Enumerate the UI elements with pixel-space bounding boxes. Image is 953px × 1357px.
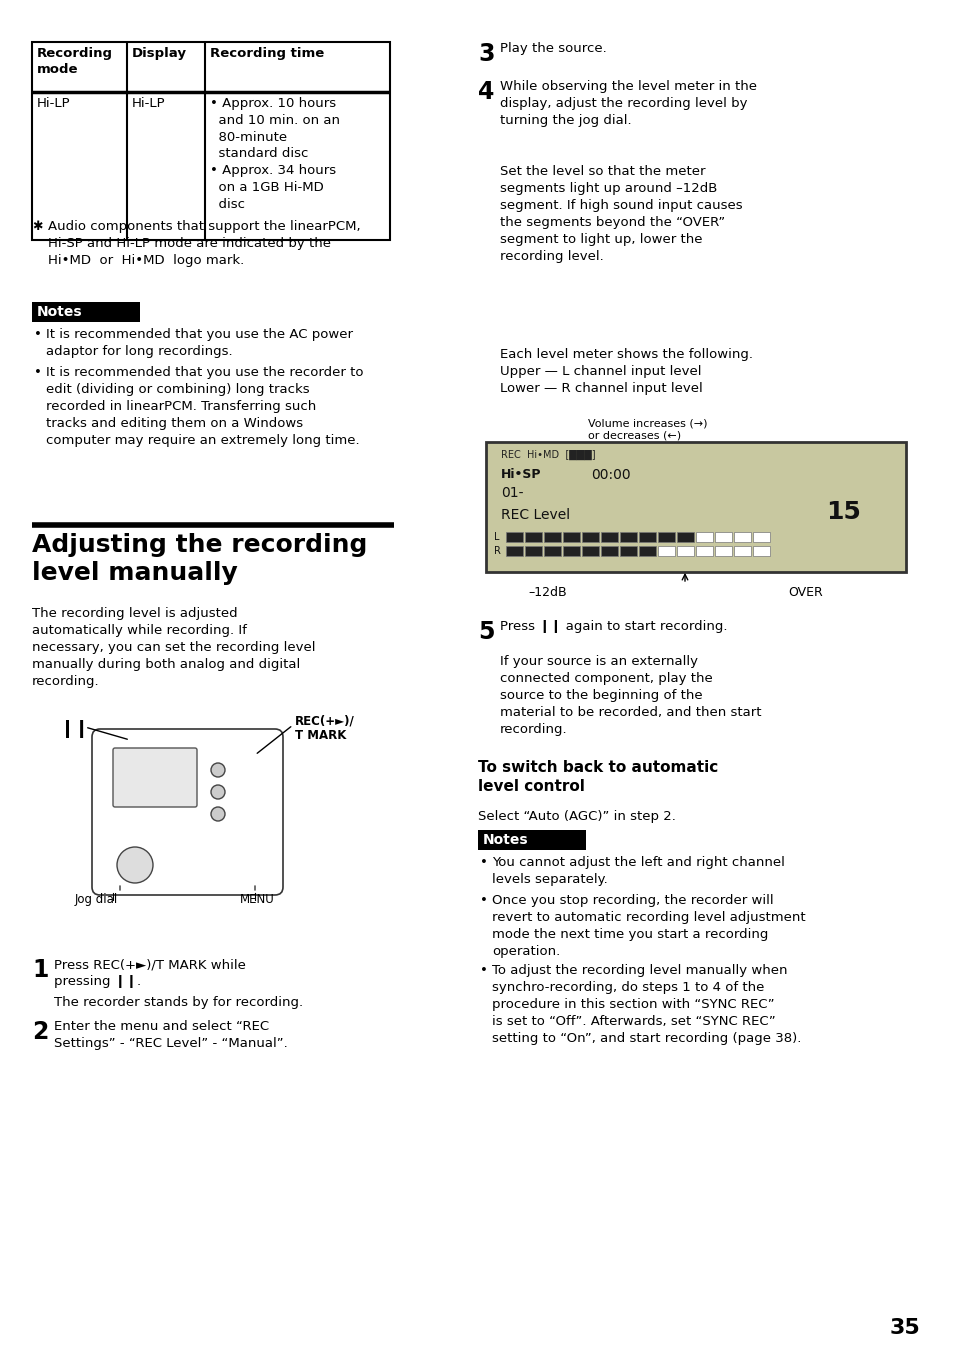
- Bar: [752, 546, 769, 556]
- Bar: [581, 546, 598, 556]
- Bar: [477, 830, 585, 849]
- Circle shape: [211, 807, 225, 821]
- Text: Notes: Notes: [482, 833, 528, 847]
- Bar: [543, 532, 560, 541]
- Text: Set the level so that the meter
segments light up around –12dB
segment. If high : Set the level so that the meter segments…: [499, 166, 741, 263]
- Text: REC Level: REC Level: [500, 508, 570, 522]
- Text: or decreases (←): or decreases (←): [587, 430, 680, 440]
- Text: The recording level is adjusted
automatically while recording. If
necessary, you: The recording level is adjusted automati…: [32, 607, 315, 688]
- Bar: [696, 532, 712, 541]
- Bar: [32, 42, 390, 240]
- Bar: [733, 532, 750, 541]
- Text: •: •: [479, 963, 487, 977]
- Text: 1: 1: [32, 958, 49, 982]
- Bar: [524, 546, 541, 556]
- Bar: [752, 532, 769, 541]
- Text: Play the source.: Play the source.: [499, 42, 606, 56]
- Text: REC  Hi•MD  [███]: REC Hi•MD [███]: [500, 451, 595, 460]
- Text: To adjust the recording level manually when
synchro-recording, do steps 1 to 4 o: To adjust the recording level manually w…: [492, 963, 801, 1045]
- FancyBboxPatch shape: [91, 729, 283, 896]
- Text: Hi-LP: Hi-LP: [37, 96, 71, 110]
- Bar: [677, 546, 693, 556]
- Text: Press ❙❙ again to start recording.: Press ❙❙ again to start recording.: [499, 620, 727, 632]
- Bar: [639, 532, 656, 541]
- Text: •: •: [34, 328, 42, 341]
- Text: Audio components that support the linearPCM,
Hi-SP and Hi-LP mode are indicated : Audio components that support the linear…: [48, 220, 360, 267]
- Bar: [619, 532, 637, 541]
- Text: REC(+►)/: REC(+►)/: [294, 715, 355, 727]
- Circle shape: [211, 763, 225, 778]
- Bar: [714, 532, 731, 541]
- Text: Jog dial: Jog dial: [75, 893, 118, 906]
- Bar: [658, 546, 675, 556]
- Bar: [639, 546, 656, 556]
- Text: Press REC(+►)/T MARK while
pressing ❙❙.: Press REC(+►)/T MARK while pressing ❙❙.: [54, 958, 246, 988]
- Circle shape: [117, 847, 152, 883]
- Text: Enter the menu and select “REC
Settings” - “REC Level” - “Manual”.: Enter the menu and select “REC Settings”…: [54, 1020, 288, 1050]
- Bar: [619, 546, 637, 556]
- Text: It is recommended that you use the AC power
adaptor for long recordings.: It is recommended that you use the AC po…: [46, 328, 353, 358]
- Text: ✱: ✱: [32, 220, 43, 233]
- Text: Adjusting the recording
level manually: Adjusting the recording level manually: [32, 533, 367, 585]
- Text: Volume increases (→): Volume increases (→): [587, 418, 707, 427]
- Bar: [562, 546, 579, 556]
- Bar: [714, 546, 731, 556]
- Text: R: R: [494, 546, 500, 556]
- Text: While observing the level meter in the
display, adjust the recording level by
tu: While observing the level meter in the d…: [499, 80, 757, 128]
- Text: 00:00: 00:00: [590, 468, 630, 482]
- Text: You cannot adjust the left and right channel
levels separately.: You cannot adjust the left and right cha…: [492, 856, 784, 886]
- Text: It is recommended that you use the recorder to
edit (dividing or combining) long: It is recommended that you use the recor…: [46, 366, 363, 446]
- Text: If your source is an externally
connected component, play the
source to the begi: If your source is an externally connecte…: [499, 655, 760, 735]
- Text: Hi-LP: Hi-LP: [132, 96, 166, 110]
- Bar: [485, 442, 905, 573]
- FancyBboxPatch shape: [112, 748, 196, 807]
- Bar: [505, 546, 522, 556]
- Bar: [581, 532, 598, 541]
- Text: OVER: OVER: [787, 586, 821, 598]
- Bar: [524, 532, 541, 541]
- Text: • Approx. 10 hours
  and 10 min. on an
  80-minute
  standard disc
• Approx. 34 : • Approx. 10 hours and 10 min. on an 80-…: [210, 96, 339, 210]
- Bar: [505, 532, 522, 541]
- Text: T MARK: T MARK: [294, 729, 346, 742]
- Text: 15: 15: [825, 499, 861, 524]
- Text: Once you stop recording, the recorder will
revert to automatic recording level a: Once you stop recording, the recorder wi…: [492, 894, 804, 958]
- Text: 3: 3: [477, 42, 494, 66]
- Bar: [562, 532, 579, 541]
- Text: Recording
mode: Recording mode: [37, 47, 112, 76]
- Text: 4: 4: [477, 80, 494, 104]
- Bar: [658, 532, 675, 541]
- Text: Notes: Notes: [37, 305, 83, 319]
- Bar: [600, 532, 618, 541]
- Bar: [600, 546, 618, 556]
- Text: The recorder stands by for recording.: The recorder stands by for recording.: [54, 996, 303, 1010]
- Text: Hi•SP: Hi•SP: [500, 468, 541, 480]
- Bar: [543, 546, 560, 556]
- Text: –12dB: –12dB: [527, 586, 566, 598]
- Bar: [677, 532, 693, 541]
- Text: Select “Auto (AGC)” in step 2.: Select “Auto (AGC)” in step 2.: [477, 810, 675, 822]
- Bar: [733, 546, 750, 556]
- Text: ❙❙: ❙❙: [60, 721, 91, 738]
- Bar: [32, 303, 140, 322]
- Text: Display: Display: [132, 47, 187, 60]
- Circle shape: [211, 784, 225, 799]
- Text: Recording time: Recording time: [210, 47, 324, 60]
- Text: Each level meter shows the following.
Upper — L channel input level
Lower — R ch: Each level meter shows the following. Up…: [499, 347, 752, 395]
- Bar: [696, 546, 712, 556]
- Text: 01-: 01-: [500, 486, 523, 499]
- Text: •: •: [479, 856, 487, 868]
- Text: •: •: [479, 894, 487, 906]
- Text: •: •: [34, 366, 42, 379]
- Text: MENU: MENU: [240, 893, 274, 906]
- Text: 5: 5: [477, 620, 494, 645]
- Text: 35: 35: [888, 1318, 919, 1338]
- Text: 2: 2: [32, 1020, 49, 1044]
- Text: To switch back to automatic
level control: To switch back to automatic level contro…: [477, 760, 718, 794]
- Text: L: L: [494, 532, 499, 541]
